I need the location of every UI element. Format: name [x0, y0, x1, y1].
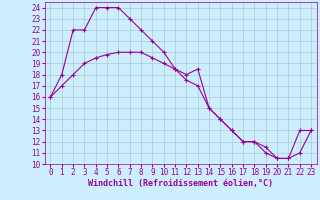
X-axis label: Windchill (Refroidissement éolien,°C): Windchill (Refroidissement éolien,°C)	[88, 179, 273, 188]
